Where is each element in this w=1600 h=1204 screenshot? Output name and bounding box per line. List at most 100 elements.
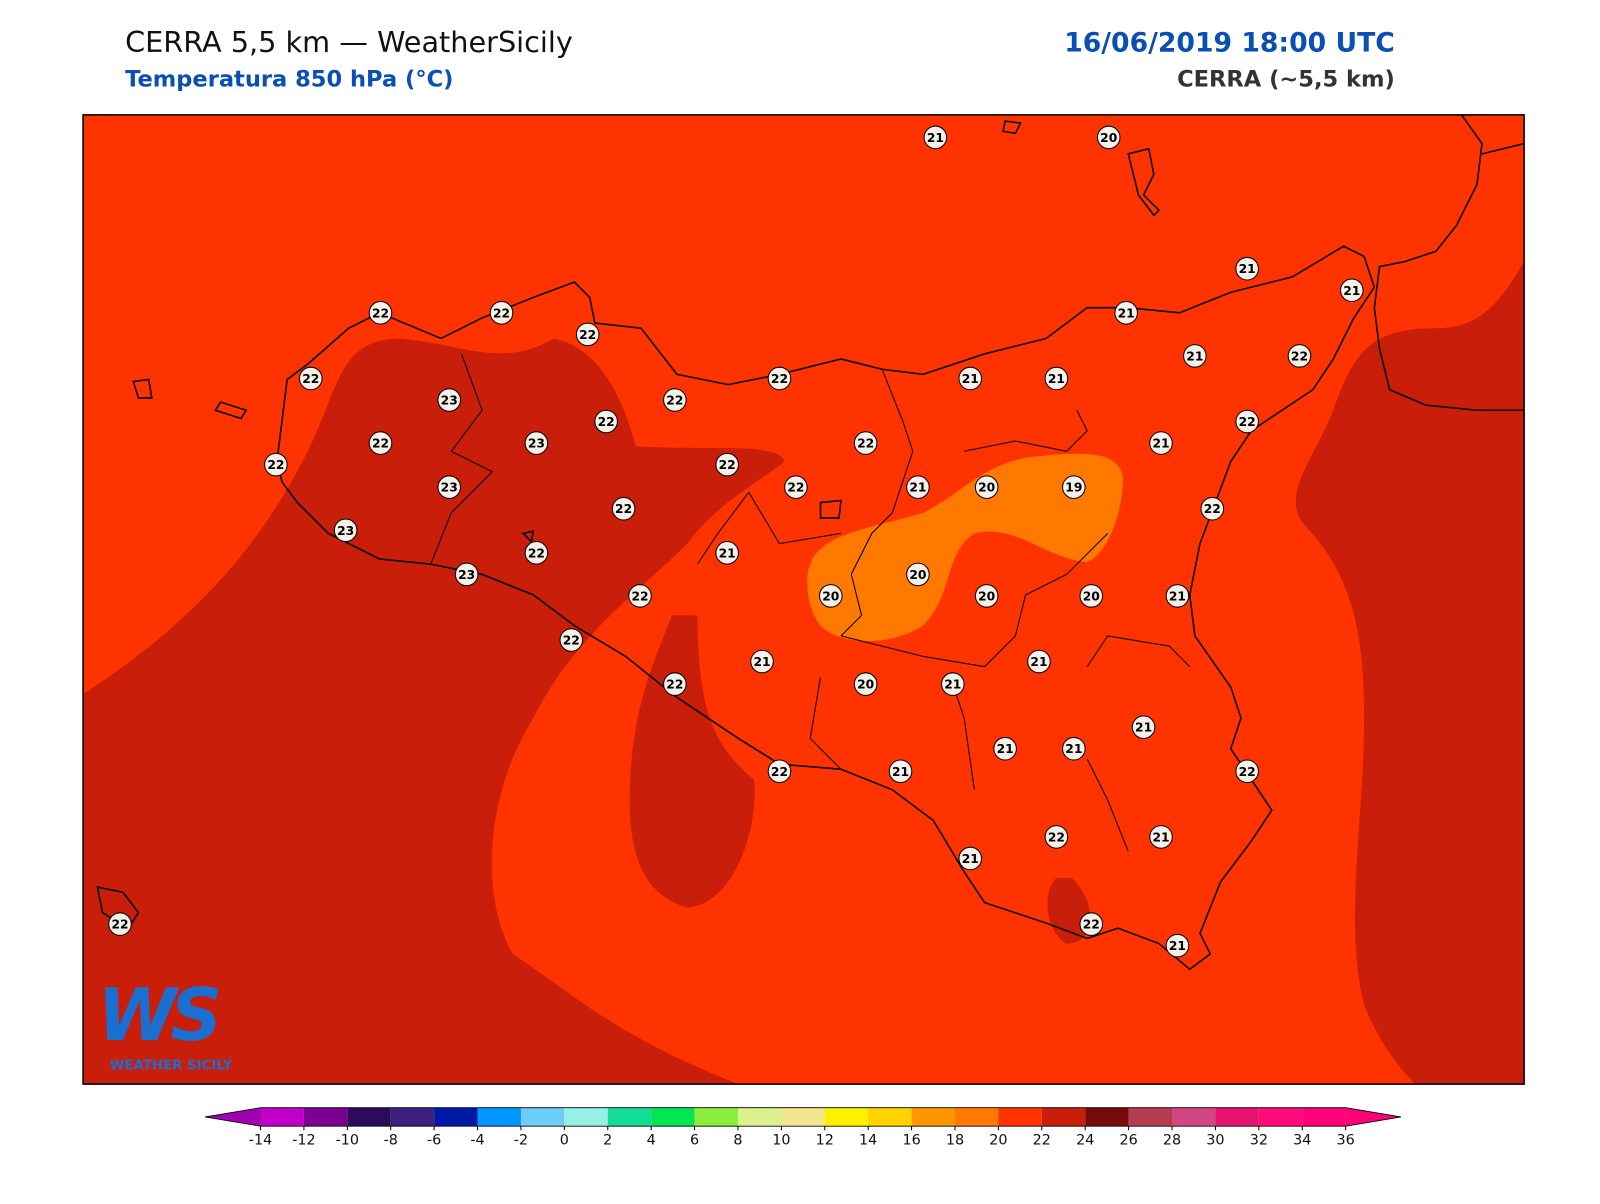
colorbar-segment xyxy=(694,1107,738,1127)
colorbar-segment xyxy=(564,1107,608,1127)
station-value: 22 xyxy=(111,918,128,932)
station-value: 22 xyxy=(1048,830,1065,844)
field-warm-south xyxy=(629,615,755,908)
station-marker xyxy=(368,431,393,455)
station-value: 23 xyxy=(441,481,458,495)
station: 22 xyxy=(628,584,652,608)
station-value: 22 xyxy=(719,458,736,472)
station-marker xyxy=(853,431,878,455)
station-value: 23 xyxy=(337,524,354,538)
station: 21 xyxy=(715,541,739,565)
station-value: 21 xyxy=(753,655,770,669)
station-value: 21 xyxy=(892,765,909,779)
colorbar-tick-label: 6 xyxy=(690,1133,699,1149)
station: 22 xyxy=(108,912,132,936)
station-marker xyxy=(818,584,843,608)
station-marker xyxy=(958,846,983,871)
colorbar-tick-label: 30 xyxy=(1206,1133,1224,1149)
station-value: 21 xyxy=(1048,372,1065,386)
station-value: 20 xyxy=(1100,131,1117,145)
station: 22 xyxy=(1235,759,1259,784)
colorbar-over xyxy=(1345,1107,1402,1127)
station-marker xyxy=(368,301,393,325)
station-marker xyxy=(715,452,739,477)
colorbar: -14 -12 -10 -8 -6 -4 -2 0 2 4 6 8 10 12 14 16 18 20 22 24 26… xyxy=(205,1107,1402,1149)
station: 22 xyxy=(663,672,687,696)
station: 22 xyxy=(611,496,636,521)
station: 21 xyxy=(941,672,965,696)
station: 20 xyxy=(906,562,930,587)
station: 20 xyxy=(818,584,843,608)
station-marker xyxy=(524,431,549,455)
station-value: 22 xyxy=(787,481,804,495)
station-marker xyxy=(923,125,948,150)
station-value: 20 xyxy=(978,481,995,495)
station-value: 21 xyxy=(962,372,979,386)
map-frame xyxy=(82,114,1525,1085)
station: 22 xyxy=(663,388,687,412)
station: 22 xyxy=(594,409,618,434)
station: 22 xyxy=(1044,825,1069,849)
station: 21 xyxy=(1131,715,1156,739)
colorbar-tick-label: 8 xyxy=(733,1133,742,1149)
station: 22 xyxy=(524,541,549,565)
station-value: 22 xyxy=(1291,349,1308,363)
station-value: 22 xyxy=(1239,415,1256,429)
station-value: 22 xyxy=(267,458,284,472)
station-marker xyxy=(1149,431,1173,455)
subtitle: Temperatura 850 hPa (°C) xyxy=(125,67,453,93)
colorbar-tick-label: 34 xyxy=(1293,1133,1311,1149)
station: 20 xyxy=(1079,584,1104,608)
colorbar-tick-label: 32 xyxy=(1250,1133,1268,1149)
station-value: 22 xyxy=(1204,502,1221,516)
station-marker xyxy=(559,628,584,652)
colorbar-tick-label: -8 xyxy=(384,1133,398,1149)
station: 21 xyxy=(888,759,913,784)
station-value: 22 xyxy=(372,437,389,451)
station-value: 23 xyxy=(441,394,458,408)
station-value: 22 xyxy=(1239,765,1256,779)
station-value: 21 xyxy=(1030,655,1047,669)
station-marker xyxy=(264,452,288,477)
station-value: 20 xyxy=(978,589,995,603)
colorbar-segment xyxy=(520,1107,565,1127)
colorbar-tick-label: 24 xyxy=(1076,1133,1094,1149)
station-value: 23 xyxy=(458,568,475,582)
station: 21 xyxy=(906,475,930,499)
station: 22 xyxy=(1235,409,1259,434)
station-marker xyxy=(958,366,983,391)
station-value: 22 xyxy=(563,634,580,648)
station-value: 22 xyxy=(666,394,683,408)
station: 21 xyxy=(958,366,983,391)
station-value: 22 xyxy=(1083,918,1100,932)
station-value: 22 xyxy=(579,328,596,342)
colorbar-segment xyxy=(651,1107,695,1127)
station-value: 21 xyxy=(1186,349,1203,363)
station-marker xyxy=(906,475,930,499)
colorbar-segment xyxy=(1258,1107,1303,1127)
station: 22 xyxy=(489,301,514,325)
coastline-sicily xyxy=(276,245,1376,971)
station-value: 22 xyxy=(372,306,389,320)
station: 22 xyxy=(368,301,393,325)
station: 21 xyxy=(993,736,1017,761)
colorbar-tick-label: -4 xyxy=(470,1133,484,1149)
station: 19 xyxy=(1062,475,1086,499)
station: 22 xyxy=(559,628,584,652)
colorbar-segment xyxy=(1128,1107,1173,1127)
colorbar-tick-label: 28 xyxy=(1163,1133,1181,1149)
colorbar-tick-label: 18 xyxy=(946,1133,964,1149)
station: 21 xyxy=(1235,256,1259,281)
field-warm-west xyxy=(84,338,785,1085)
station-marker xyxy=(108,912,132,936)
station-value: 21 xyxy=(997,742,1014,756)
station-value: 20 xyxy=(822,589,839,603)
station-marker xyxy=(1131,715,1156,739)
colorbar-segment xyxy=(737,1107,782,1127)
station-marker xyxy=(663,672,687,696)
station: 22 xyxy=(575,322,600,347)
colorbar-tick-label: -6 xyxy=(427,1133,441,1149)
logo: WS WEATHER SICILY xyxy=(97,973,232,1074)
station: 21 xyxy=(1183,344,1207,368)
